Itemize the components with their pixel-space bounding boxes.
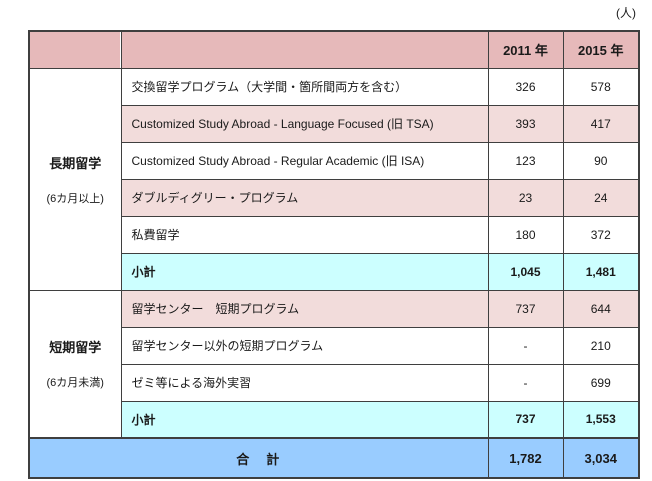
value-2015: 578 xyxy=(562,67,640,106)
subtotal-label: 小計 xyxy=(120,252,489,291)
category-duration-short-term: (6カ月未満) xyxy=(46,377,104,390)
value-2011: 326 xyxy=(487,67,564,106)
unit-label: (人) xyxy=(616,6,636,20)
value-2015: 90 xyxy=(562,141,640,180)
value-2011: - xyxy=(487,363,564,402)
subtotal-label: 小計 xyxy=(120,400,489,439)
table-row: 留学センター以外の短期プログラム - 210 xyxy=(29,326,640,365)
study-abroad-table: 2011 年 2015 年 長期留学 (6カ月以上) 交換留学プログラム（大学間… xyxy=(28,30,640,479)
value-2015: 644 xyxy=(562,289,640,328)
program-label: ゼミ等による海外実習 xyxy=(120,363,489,402)
value-2015: 210 xyxy=(562,326,640,365)
subtotal-2015: 1,481 xyxy=(562,252,640,291)
table-row: 私費留学 180 372 xyxy=(29,215,640,254)
header-year-2011: 2011 年 xyxy=(487,30,564,69)
table-header-row: 2011 年 2015 年 xyxy=(28,30,640,69)
subtotal-row-short-term: 小計 737 1,553 xyxy=(29,400,640,439)
program-label: Customized Study Abroad - Regular Academ… xyxy=(120,141,489,180)
header-program-cell xyxy=(120,30,489,69)
category-name-long-term: 長期留学 xyxy=(49,155,102,171)
table-row: Customized Study Abroad - Regular Academ… xyxy=(29,141,640,180)
value-2015: 417 xyxy=(562,104,640,143)
value-2011: 23 xyxy=(487,178,564,217)
table-row: ゼミ等による海外実習 - 699 xyxy=(29,363,640,402)
category-name-short-term: 短期留学 xyxy=(49,340,102,356)
subtotal-2011: 737 xyxy=(487,400,564,439)
grand-total-2015: 3,034 xyxy=(562,437,640,479)
value-2011: 737 xyxy=(487,289,564,328)
program-label: 留学センター以外の短期プログラム xyxy=(120,326,489,365)
grand-total-label: 合 計 xyxy=(28,437,489,479)
table-row: ダブルディグリー・プログラム 23 24 xyxy=(29,178,640,217)
subtotal-2015: 1,553 xyxy=(562,400,640,439)
grand-total-2011: 1,782 xyxy=(487,437,564,479)
value-2015: 24 xyxy=(562,178,640,217)
program-label: 私費留学 xyxy=(120,215,489,254)
category-duration-long-term: (6カ月以上) xyxy=(46,192,104,205)
grand-total-row: 合 計 1,782 3,034 xyxy=(28,437,640,479)
program-label: 交換留学プログラム（大学間・箇所間両方を含む） xyxy=(120,67,489,106)
subtotal-2011: 1,045 xyxy=(487,252,564,291)
category-cell-long-term: 長期留学 (6カ月以上) xyxy=(28,67,122,291)
value-2011: 123 xyxy=(487,141,564,180)
subtotal-row-long-term: 小計 1,045 1,481 xyxy=(29,252,640,291)
category-cell-short-term: 短期留学 (6カ月未満) xyxy=(28,289,122,439)
program-label: 留学センター 短期プログラム xyxy=(120,289,489,328)
table-row: Customized Study Abroad - Language Focus… xyxy=(29,104,640,143)
table-row: 短期留学 (6カ月未満) 留学センター 短期プログラム 737 644 xyxy=(28,289,640,439)
value-2011: - xyxy=(487,326,564,365)
value-2011: 180 xyxy=(487,215,564,254)
value-2015: 372 xyxy=(562,215,640,254)
value-2015: 699 xyxy=(562,363,640,402)
program-label: ダブルディグリー・プログラム xyxy=(120,178,489,217)
header-year-2015: 2015 年 xyxy=(562,30,640,69)
table-row: 長期留学 (6カ月以上) 交換留学プログラム（大学間・箇所間両方を含む） 326… xyxy=(28,67,640,291)
value-2011: 393 xyxy=(487,104,564,143)
header-category-cell xyxy=(28,30,122,69)
program-label: Customized Study Abroad - Language Focus… xyxy=(120,104,489,143)
